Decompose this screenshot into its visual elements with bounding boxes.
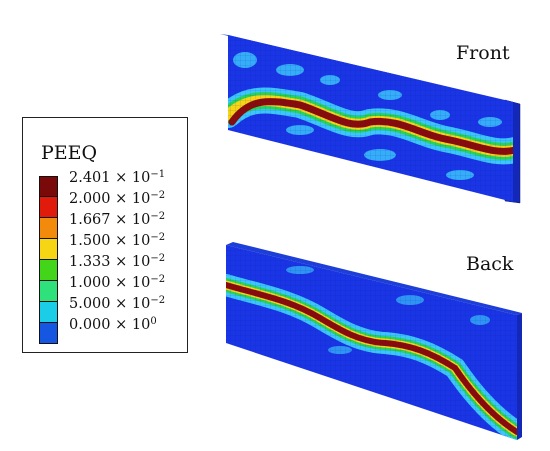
legend-swatch — [39, 302, 58, 323]
legend-label: 0.000 × 100 — [69, 315, 165, 336]
legend-value-mantissa: 2.401 — [69, 170, 111, 186]
legend-value-exponent: −1 — [150, 169, 166, 180]
back-view-label: Back — [466, 253, 514, 275]
legend-swatch — [39, 197, 58, 218]
legend-label: 1.500 × 10−2 — [69, 231, 165, 252]
legend-value-exponent: 0 — [150, 316, 157, 327]
legend-swatch — [39, 176, 58, 197]
legend-color-scale — [39, 176, 58, 344]
legend-label: 1.667 × 10−2 — [69, 210, 165, 231]
legend-swatch — [39, 281, 58, 302]
legend-value-mantissa: 1.667 — [69, 212, 111, 228]
times-ten: × 10 — [110, 275, 151, 291]
legend-swatch — [39, 239, 58, 260]
legend-value-mantissa: 1.500 — [69, 233, 111, 249]
legend-value-mantissa: 1.333 — [69, 254, 111, 270]
front-view-label: Front — [456, 42, 510, 64]
times-ten: × 10 — [110, 296, 151, 312]
legend-value-mantissa: 1.000 — [69, 275, 111, 291]
times-ten: × 10 — [110, 212, 151, 228]
peeq-legend: PEEQ 2.401 × 10−1 2.000 × 10−2 1.667 × 10−… — [22, 117, 188, 353]
legend-value-mantissa: 5.000 — [69, 296, 111, 312]
times-ten: × 10 — [110, 317, 151, 333]
times-ten: × 10 — [110, 191, 151, 207]
legend-value-mantissa: 0.000 — [69, 317, 111, 333]
legend-label: 2.000 × 10−2 — [69, 189, 165, 210]
back-beam-top-face — [226, 242, 522, 315]
legend-value-mantissa: 2.000 — [69, 191, 111, 207]
times-ten: × 10 — [110, 170, 151, 186]
legend-swatch — [39, 218, 58, 239]
legend-value-exponent: −2 — [150, 253, 166, 264]
back-beam-side-face — [517, 313, 522, 440]
front-beam — [220, 34, 521, 204]
legend-swatch — [39, 323, 58, 344]
legend-value-exponent: −2 — [150, 274, 166, 285]
legend-label: 2.401 × 10−1 — [69, 168, 165, 189]
legend-value-exponent: −2 — [150, 190, 166, 201]
legend-value-exponent: −2 — [150, 232, 166, 243]
legend-value-exponent: −2 — [150, 295, 166, 306]
legend-label: 1.000 × 10−2 — [69, 273, 165, 294]
legend-label: 5.000 × 10−2 — [69, 294, 165, 315]
legend-value-exponent: −2 — [150, 211, 166, 222]
times-ten: × 10 — [110, 254, 151, 270]
back-beam — [226, 242, 522, 440]
legend-labels: 2.401 × 10−1 2.000 × 10−2 1.667 × 10−2 1.50… — [69, 168, 165, 336]
times-ten: × 10 — [110, 233, 151, 249]
legend-title: PEEQ — [41, 142, 98, 164]
legend-swatch — [39, 260, 58, 281]
legend-label: 1.333 × 10−2 — [69, 252, 165, 273]
